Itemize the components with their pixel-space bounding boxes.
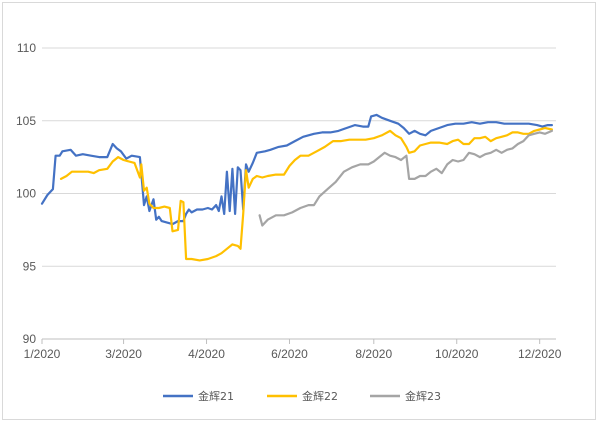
x-tick-label: 8/2020 [355,347,392,361]
y-tick-label: 100 [16,187,36,201]
series-line-3 [258,129,554,227]
legend-label: 金辉22 [302,389,338,403]
y-tick-label: 105 [16,114,36,128]
series-lines [40,113,554,262]
legend-label: 金辉23 [405,389,441,403]
y-tick-label: 90 [23,332,37,346]
x-tick-label: 4/2020 [188,347,225,361]
chart-frame [2,2,596,420]
legend-item-1: 金辉21 [163,389,234,403]
legend-label: 金辉21 [198,389,234,403]
legend-item-2: 金辉22 [267,389,338,403]
y-tick-label: 110 [17,41,36,55]
series-line-1 [40,113,554,226]
x-tick-label: 3/2020 [105,347,142,361]
series-line-2 [59,126,554,262]
x-tick-label: 12/2020 [518,347,562,361]
x-tick-label: 10/2020 [435,347,479,361]
y-tick-labels: 90 95 100 105 110 [16,41,36,346]
legend-item-3: 金辉23 [370,389,441,403]
x-tick-label: 1/2020 [24,347,61,361]
y-tick-label: 95 [23,259,37,273]
x-tick-label: 6/2020 [271,347,308,361]
x-tick-labels: 1/2020 3/2020 4/2020 6/2020 8/2020 10/2020 12/… [24,339,562,361]
legend: 金辉21 金辉22 金辉23 [163,389,441,403]
gridlines [42,47,556,267]
